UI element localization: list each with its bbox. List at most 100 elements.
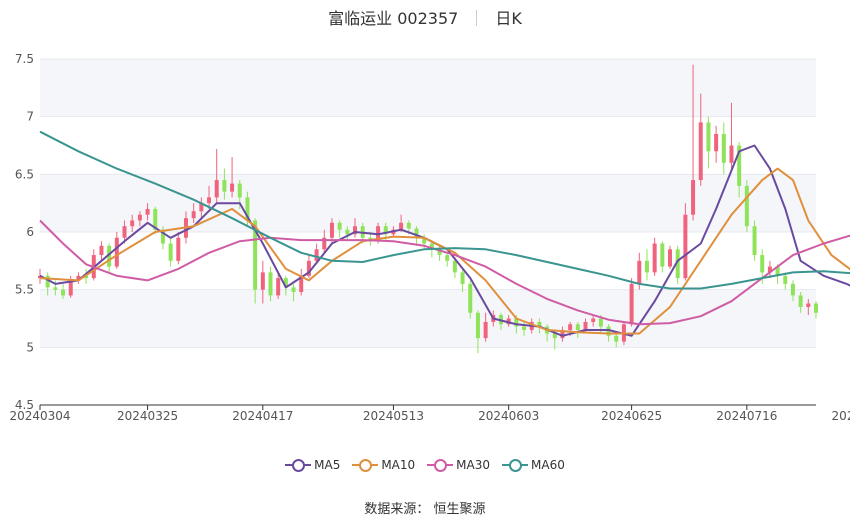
candle [668, 245, 673, 269]
candle-body [214, 180, 219, 198]
legend-item-ma30[interactable]: MA30 [427, 458, 490, 472]
legend-marker [427, 458, 454, 472]
candle [137, 211, 142, 227]
plot-band [40, 59, 816, 117]
legend-circle [509, 459, 523, 472]
legend-marker [502, 458, 529, 472]
legend-circle [292, 459, 306, 472]
legend-label: MA30 [456, 458, 491, 472]
candle-body [383, 226, 388, 235]
candle-body [353, 226, 358, 235]
candle-body [314, 249, 319, 261]
candle-body [806, 303, 811, 307]
candle-body [406, 222, 411, 229]
candle-body [137, 214, 142, 221]
candle-body [76, 275, 81, 281]
candle [299, 268, 304, 296]
candle-body [153, 208, 158, 230]
candle-body [460, 272, 465, 284]
candle-body [329, 222, 334, 238]
candle-body [652, 243, 657, 273]
candle-body [230, 183, 235, 192]
candle-body [660, 243, 665, 267]
y-tick-label: 5.5 [15, 283, 34, 297]
candle-body [61, 289, 66, 296]
candle [45, 272, 50, 296]
candle [698, 93, 703, 186]
candle [268, 266, 273, 302]
plot-band [40, 347, 816, 405]
candle-body [637, 260, 642, 284]
candle-body [575, 324, 580, 331]
candle-body [752, 226, 757, 256]
candle [783, 272, 788, 290]
candle-body [268, 272, 273, 296]
legend-circle [434, 459, 448, 472]
candle-body [591, 318, 596, 322]
candle [337, 220, 342, 238]
legend-item-ma5[interactable]: MA5 [285, 458, 340, 472]
data-source: 数据来源： 恒生聚源 [364, 502, 486, 517]
candle-body [668, 249, 673, 267]
candle [483, 312, 488, 342]
candle-body [399, 222, 404, 230]
candle [806, 298, 811, 316]
candle [199, 197, 204, 219]
candle-body [767, 266, 772, 273]
ma5-line [39, 144, 850, 337]
candle [460, 268, 465, 292]
ma60-line [39, 130, 850, 290]
candle [322, 229, 327, 253]
y-tick-label: 7 [26, 110, 34, 124]
candle-body [583, 321, 588, 331]
candle-body [291, 287, 296, 292]
candle-body [475, 312, 480, 339]
candle [99, 241, 104, 261]
candle-body [237, 183, 242, 198]
candle-body [68, 280, 73, 296]
legend-item-ma10[interactable]: MA10 [352, 458, 415, 472]
candle [683, 203, 688, 281]
candle-body [38, 275, 42, 279]
candle [176, 232, 181, 265]
candle [445, 252, 450, 267]
candle-body [145, 208, 150, 215]
candle-body [614, 335, 619, 342]
candle [230, 157, 235, 198]
candle-body [552, 333, 557, 339]
candle-body [568, 324, 573, 331]
plot-band [40, 289, 816, 348]
candle [814, 301, 818, 319]
candle-body [760, 255, 765, 273]
candle-body [414, 228, 419, 238]
candle-body [537, 321, 542, 327]
candle [468, 280, 473, 319]
x-tick-label: 20240513 [363, 409, 424, 423]
candle [752, 220, 757, 261]
candle [452, 257, 457, 279]
candle [222, 168, 227, 200]
candle [153, 206, 158, 235]
legend: MA5 MA10 MA30 MA60 [0, 458, 850, 472]
candle-body [468, 283, 473, 313]
y-tick-label: 4.5 [15, 398, 34, 412]
x-tick-label: 20240325 [117, 409, 178, 423]
candle-body [176, 237, 181, 261]
candle-body [199, 203, 204, 212]
legend-item-ma60[interactable]: MA60 [502, 458, 565, 472]
legend-circle [359, 459, 373, 472]
candle [675, 245, 680, 284]
candle [291, 283, 296, 302]
candle-body [744, 185, 749, 227]
x-tick-label: 20240603 [478, 409, 539, 423]
y-tick-label: 7.5 [15, 52, 34, 66]
candle-body [130, 220, 135, 227]
candle-body [345, 229, 350, 235]
candle [575, 321, 580, 339]
x-tick-label: 20240716 [716, 409, 777, 423]
candle-body [107, 245, 112, 267]
candle [644, 249, 649, 281]
candle [560, 326, 565, 342]
candle-body [306, 260, 311, 276]
legend-label: MA5 [314, 458, 341, 472]
